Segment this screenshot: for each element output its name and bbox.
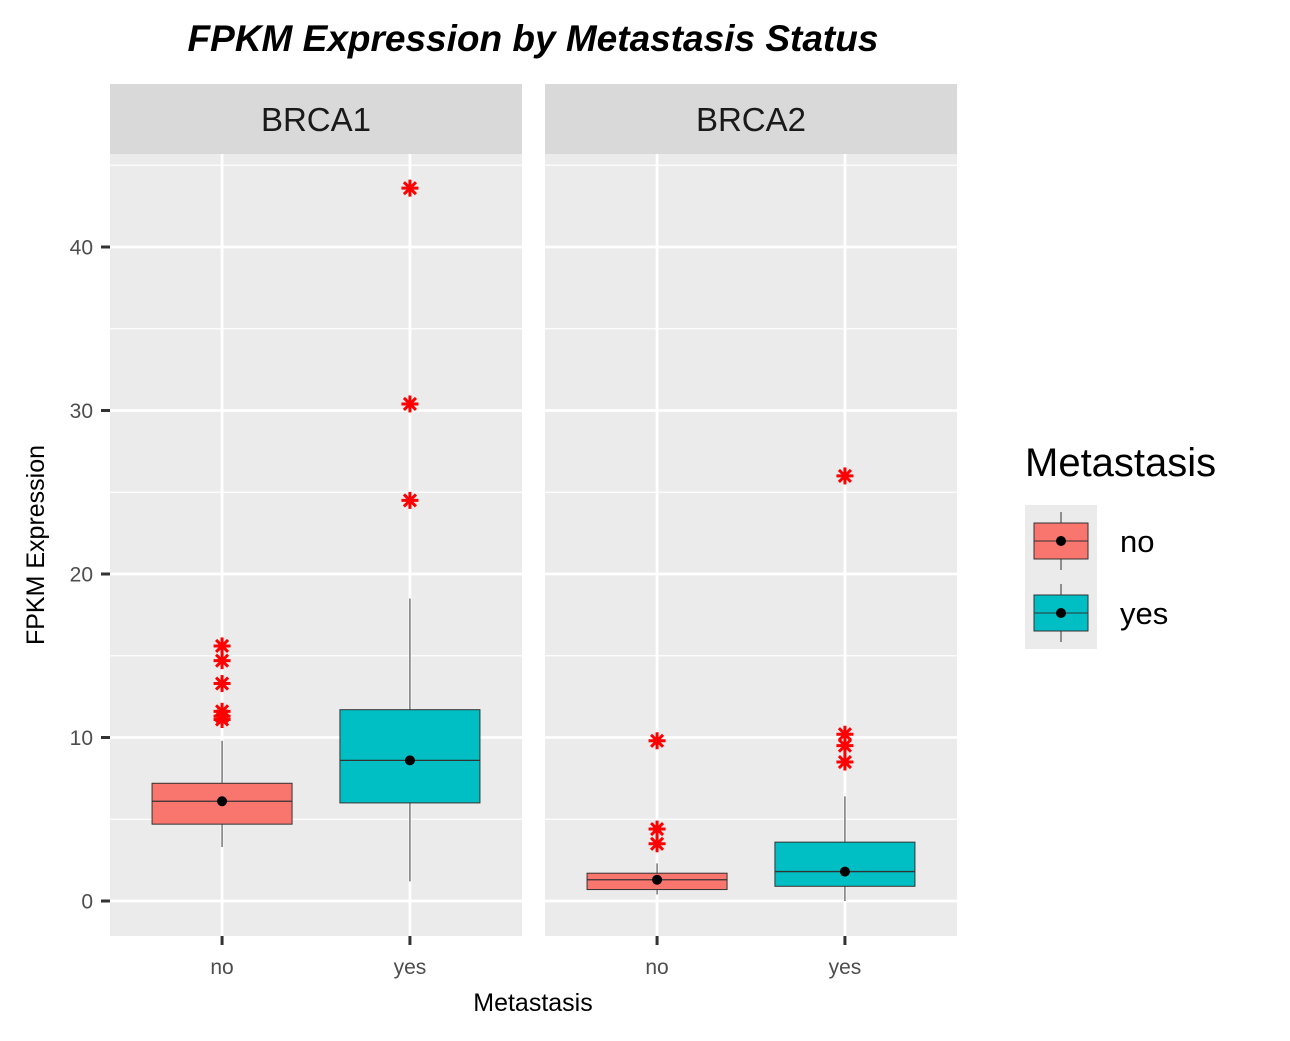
legend-label-yes: yes — [1120, 596, 1168, 631]
panel-background — [545, 154, 957, 936]
outlier-point — [401, 179, 419, 197]
y-tick-label: 20 — [70, 564, 93, 587]
outlier-point — [648, 820, 666, 838]
x-tick-label: no — [645, 956, 668, 979]
outlier-point — [648, 835, 666, 853]
x-tick-label: no — [210, 956, 233, 979]
outlier-point — [401, 491, 419, 509]
facet-panel-brca1: BRCA1 no yes — [110, 84, 522, 979]
outlier-point — [836, 753, 854, 771]
legend-key-no: no — [1025, 505, 1154, 577]
x-tick-label: yes — [829, 956, 862, 979]
y-axis: 0 10 20 30 40 — [70, 237, 110, 914]
y-tick-label: 0 — [81, 891, 93, 914]
y-tick-label: 10 — [70, 727, 93, 750]
facet-strip — [110, 84, 522, 154]
legend-label-no: no — [1120, 524, 1154, 559]
outlier-point — [836, 467, 854, 485]
outlier-point — [213, 637, 231, 655]
legend-key-mean — [1056, 536, 1066, 546]
legend-title: Metastasis — [1025, 441, 1216, 485]
outlier-point — [213, 652, 231, 670]
box-brca2-yes — [774, 467, 916, 901]
y-tick-label: 40 — [70, 237, 93, 260]
mean-point — [839, 866, 850, 877]
mean-point — [217, 796, 228, 807]
x-axis-title: Metastasis — [473, 989, 592, 1017]
outlier-point — [213, 675, 231, 693]
y-axis-title: FPKM Expression — [22, 445, 50, 645]
legend-keys: no yes — [1025, 505, 1168, 649]
box-brca2-no — [586, 732, 728, 895]
facet-strip — [545, 84, 957, 154]
legend-key-mean — [1056, 608, 1066, 618]
chart-title: FPKM Expression by Metastasis Status — [188, 18, 879, 59]
y-tick-label: 30 — [70, 400, 93, 423]
facet-strip-label: BRCA1 — [261, 101, 371, 138]
legend: Metastasis no yes — [1025, 441, 1216, 649]
mean-point — [652, 874, 663, 885]
outlier-point — [213, 711, 231, 729]
outlier-point — [401, 395, 419, 413]
panels: BRCA1 no yes BRCA2 no yes — [110, 84, 957, 979]
x-tick-label: yes — [394, 956, 427, 979]
outlier-point — [648, 732, 666, 750]
legend-key-yes: yes — [1025, 577, 1168, 649]
outlier-point — [836, 737, 854, 755]
box-iqr — [774, 841, 916, 887]
facet-panel-brca2: BRCA2 no yes — [545, 84, 957, 979]
box-brca1-no — [151, 637, 293, 848]
mean-point — [404, 755, 415, 766]
box-brca1-yes — [339, 179, 481, 882]
facet-strip-label: BRCA2 — [696, 101, 806, 138]
